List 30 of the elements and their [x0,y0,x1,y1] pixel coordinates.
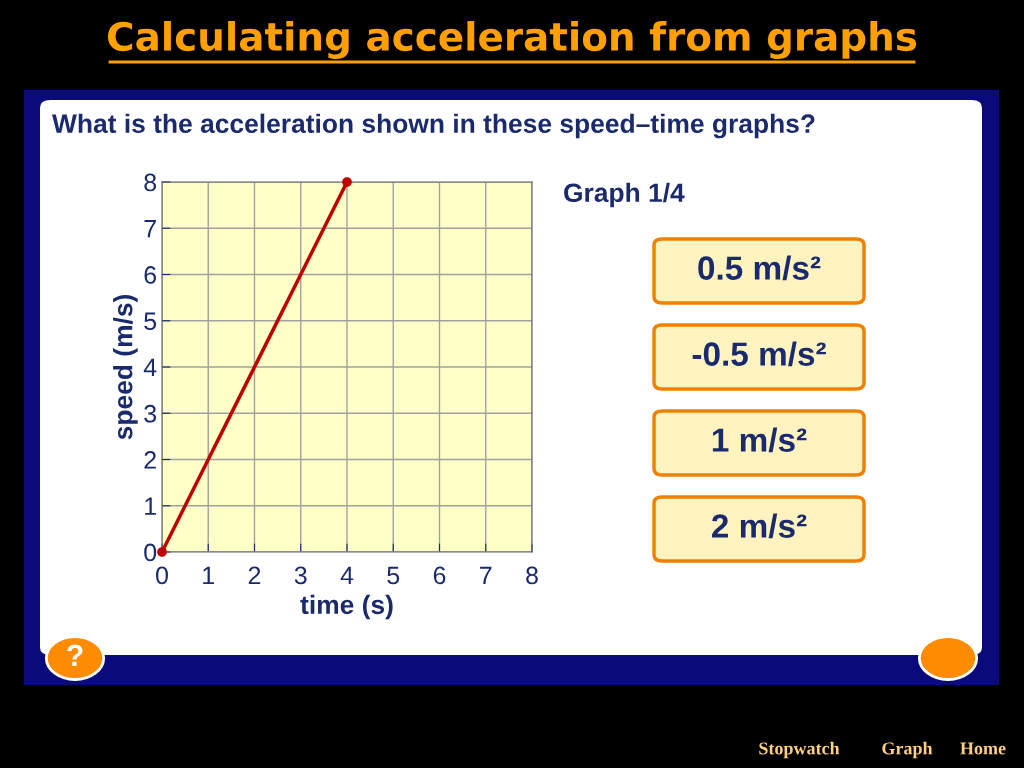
x-tick-label: 5 [387,566,400,585]
text: 1 m/s² [712,427,807,453]
y-axis-title: speed (m/s) [113,294,138,440]
x-tick-label: 7 [480,566,492,585]
y-tick-label: 6 [144,266,157,284]
x-tick-label: 4 [340,566,354,585]
y-tick-label: 0 [144,543,157,562]
y-tick-label: 2 [144,451,156,469]
text: Graph [882,741,933,759]
caption: Graph 1/4 [564,182,685,208]
x-axis-title: time (s) [300,594,393,620]
x-tick-label: 3 [294,566,307,585]
x-tick-label: 1 [203,566,214,585]
x-tick-label: 8 [526,566,538,585]
y-tick-label: 4 [143,358,157,377]
text: 0.5 m/s² [698,255,821,281]
chart-subtitle: What is the acceleration shown in these speed–time graphs? [52,113,815,139]
y-tick-label: 7 [144,220,156,238]
chart-title: Calculating acceleration from graphs [107,21,917,59]
y-tick-label: 5 [144,312,157,331]
text: -0.5 m/s² [692,341,826,367]
y-tick-label: 3 [144,404,157,423]
y-tick-label: 8 [144,173,157,192]
x-tick-label: 6 [433,566,446,585]
x-tick-label: 2 [248,566,261,585]
text: 2 m/s² [711,513,807,539]
y-tick-label: 1 [145,497,156,515]
text: Home [960,742,1006,755]
text: Stopwatch [759,741,840,759]
text: ? [67,644,83,666]
